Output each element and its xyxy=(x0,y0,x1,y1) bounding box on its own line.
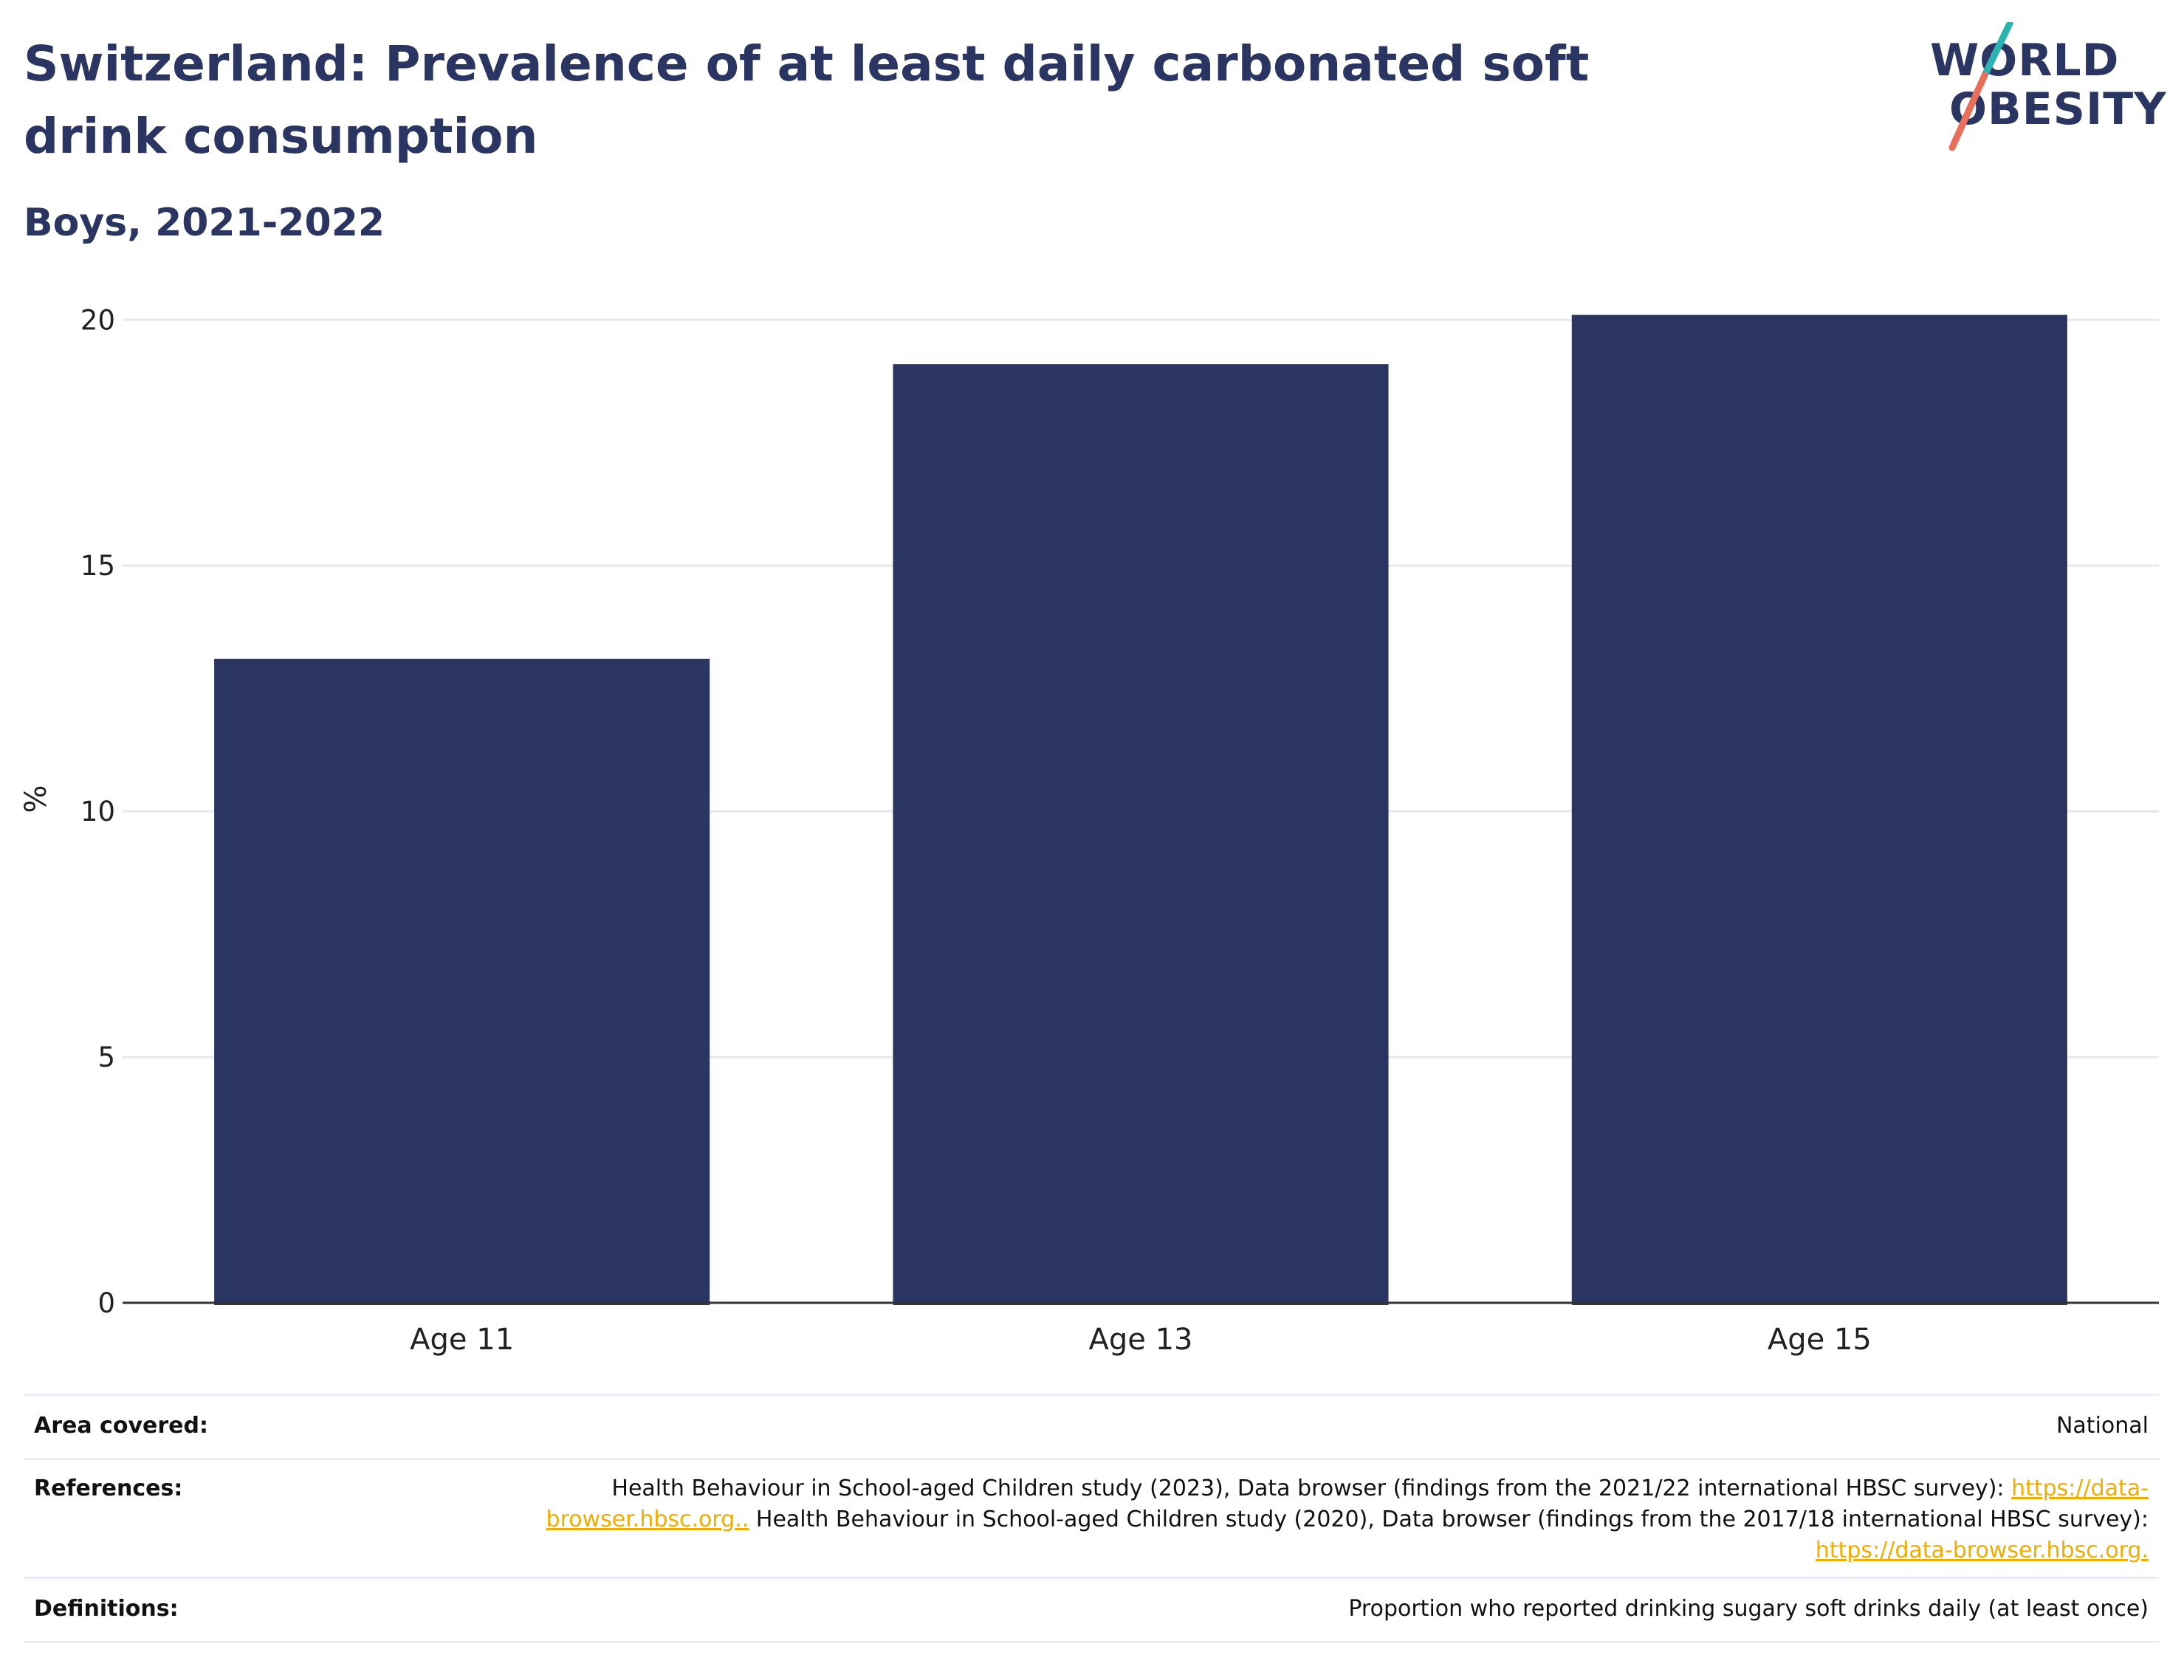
area-covered-label: Area covered: xyxy=(34,1413,208,1439)
chart-title: Switzerland: Prevalence of at least dail… xyxy=(24,35,1590,165)
definitions-value: Proportion who reported drinking sugary … xyxy=(1348,1596,2149,1622)
x-tick-label: Age 11 xyxy=(410,1323,514,1357)
bar-age-11[interactable] xyxy=(214,658,710,1305)
y-tick-label: 5 xyxy=(97,1042,115,1073)
references-link-1[interactable]: https://data-browser.hbsc.org.. xyxy=(546,1476,2149,1532)
bar-chart: 0 5 10 15 20 Age 11 Age 13 Age 15 % xyxy=(19,304,2159,1357)
logo-line-1: WORLD xyxy=(1930,35,2120,86)
bar-age-15[interactable] xyxy=(1571,314,2067,1305)
y-axis-ticks: 0 5 10 15 20 xyxy=(80,304,115,1319)
definitions-label: Definitions: xyxy=(34,1596,179,1622)
references-text-2: Health Behaviour in School-aged Children… xyxy=(749,1507,2149,1532)
world-obesity-logo: WORLD OBESITY xyxy=(1927,22,2171,155)
info-table: Area covered: National References: Healt… xyxy=(24,1394,2159,1643)
area-covered-row: Area covered: National xyxy=(24,1394,2159,1458)
y-axis-label: % xyxy=(19,785,53,813)
chart-subtitle: Boys, 2021-2022 xyxy=(24,201,385,245)
logo-slash-icon xyxy=(1948,22,2013,151)
y-tick-label: 15 xyxy=(80,550,115,582)
definitions-row: Definitions: Proportion who reported dri… xyxy=(24,1577,2159,1643)
x-axis-ticks: Age 11 Age 13 Age 15 xyxy=(410,1323,1872,1357)
references-label: References: xyxy=(34,1476,183,1501)
references-value: Health Behaviour in School-aged Children… xyxy=(524,1473,2159,1566)
bar-age-13[interactable] xyxy=(893,364,1389,1306)
bars xyxy=(214,314,2067,1306)
y-tick-label: 0 xyxy=(97,1287,115,1319)
y-tick-label: 20 xyxy=(80,304,115,336)
references-row: References: Health Behaviour in School-a… xyxy=(24,1458,2159,1577)
references-text-1: Health Behaviour in School-aged Children… xyxy=(611,1476,2012,1501)
y-tick-label: 10 xyxy=(80,796,115,827)
x-tick-label: Age 15 xyxy=(1768,1323,1872,1357)
area-covered-value: National xyxy=(2056,1413,2149,1439)
references-link-2[interactable]: https://data-browser.hbsc.org. xyxy=(1815,1538,2149,1563)
x-tick-label: Age 13 xyxy=(1089,1323,1193,1357)
logo-line-2: OBESITY xyxy=(1949,83,2167,135)
